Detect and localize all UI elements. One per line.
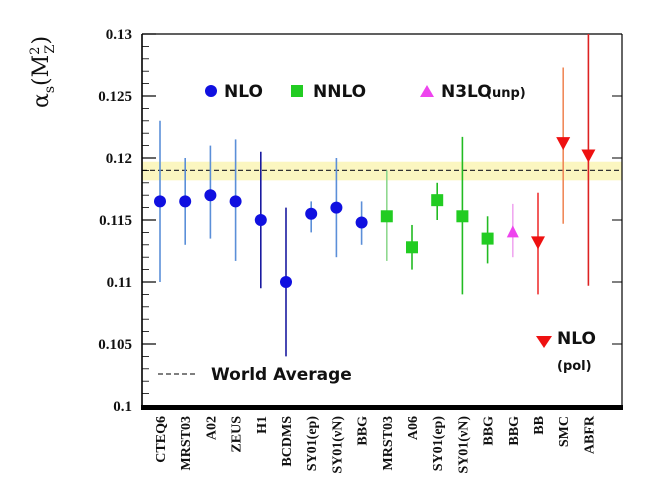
y-tick-label: 0.125 [98, 89, 132, 105]
y-tick-label: 0.13 [106, 27, 132, 43]
y-tick-label: 0.12 [106, 151, 132, 167]
legend-nnlo-marker [291, 85, 303, 97]
category-label: H1 [255, 416, 270, 434]
y-tick-label: 0.1 [113, 399, 132, 415]
data-point [456, 210, 469, 223]
data-point [254, 214, 267, 226]
legend-nlo-marker [205, 85, 217, 97]
data-point [229, 195, 242, 208]
legend-pol-sublabel: (pol) [557, 359, 592, 374]
legend-world-average-label: World Average [211, 365, 352, 385]
legend-n3lo-marker [420, 85, 434, 97]
x-axis-line [141, 405, 623, 410]
legend-nlo-label: NLO [224, 82, 263, 102]
y-axis-label-open: (M [29, 55, 54, 86]
data-point [154, 195, 166, 208]
legend: NLO NNLO N3LO (unp) NLO (pol) World Aver… [158, 82, 596, 385]
data-point [280, 276, 292, 288]
category-label: A02 [204, 416, 219, 440]
data-point [431, 194, 444, 207]
data-point [380, 210, 393, 223]
y-axis-label-zsub: Z [43, 45, 58, 54]
data-point [506, 225, 519, 238]
category-label: SY01(νN) [330, 416, 345, 474]
legend-n3lo-label: N3LO [441, 82, 492, 102]
data-point [481, 232, 494, 245]
category-label: BBG [507, 416, 522, 446]
y-tick-label: 0.105 [98, 337, 132, 353]
data-point [406, 241, 418, 254]
legend-pol-label: NLO [557, 329, 596, 349]
category-label: SY01(ep) [305, 416, 320, 472]
category-label: BBG [356, 416, 371, 446]
data-point [355, 216, 368, 229]
data-point [531, 236, 545, 250]
category-label: BB [532, 416, 547, 435]
category-label: BCDMS [280, 416, 295, 467]
world-average-band [142, 161, 622, 181]
category-label: MRST03 [179, 416, 194, 470]
data-point [204, 189, 217, 202]
y-axis-label: αs(M2Z) [28, 36, 58, 108]
category-label: SMC [557, 416, 572, 447]
data-point [581, 149, 596, 163]
category-label: A06 [406, 416, 421, 440]
category-label: SY01(νN) [456, 416, 471, 474]
legend-n3lo-sublabel: (unp) [486, 86, 526, 101]
y-tick-label: 0.11 [107, 275, 132, 291]
y-tick-label: 0.115 [99, 213, 132, 229]
category-label: BBG [482, 416, 497, 446]
legend-pol-marker [536, 336, 552, 348]
category-label: MRST03 [381, 416, 396, 470]
category-label: SY01(ep) [431, 416, 446, 472]
y-axis-label-sup: 2 [28, 47, 43, 55]
category-label: ABFR [582, 415, 597, 454]
data-point [556, 137, 571, 151]
plot-area: 0.1 0.105 0.11 0.115 0.12 0.125 0.13 CTEQ6 MRST0… [98, 27, 623, 474]
category-label: ZEUS [230, 416, 245, 453]
data-point [330, 201, 343, 214]
category-label: CTEQ6 [154, 416, 169, 463]
legend-nnlo-label: NNLO [313, 82, 366, 102]
data-point [305, 207, 318, 220]
y-axis-label-main: α [29, 93, 54, 108]
data-point [179, 195, 192, 208]
y-axis-label-close: ) [29, 36, 54, 45]
y-axis-label-sub: s [42, 86, 58, 93]
